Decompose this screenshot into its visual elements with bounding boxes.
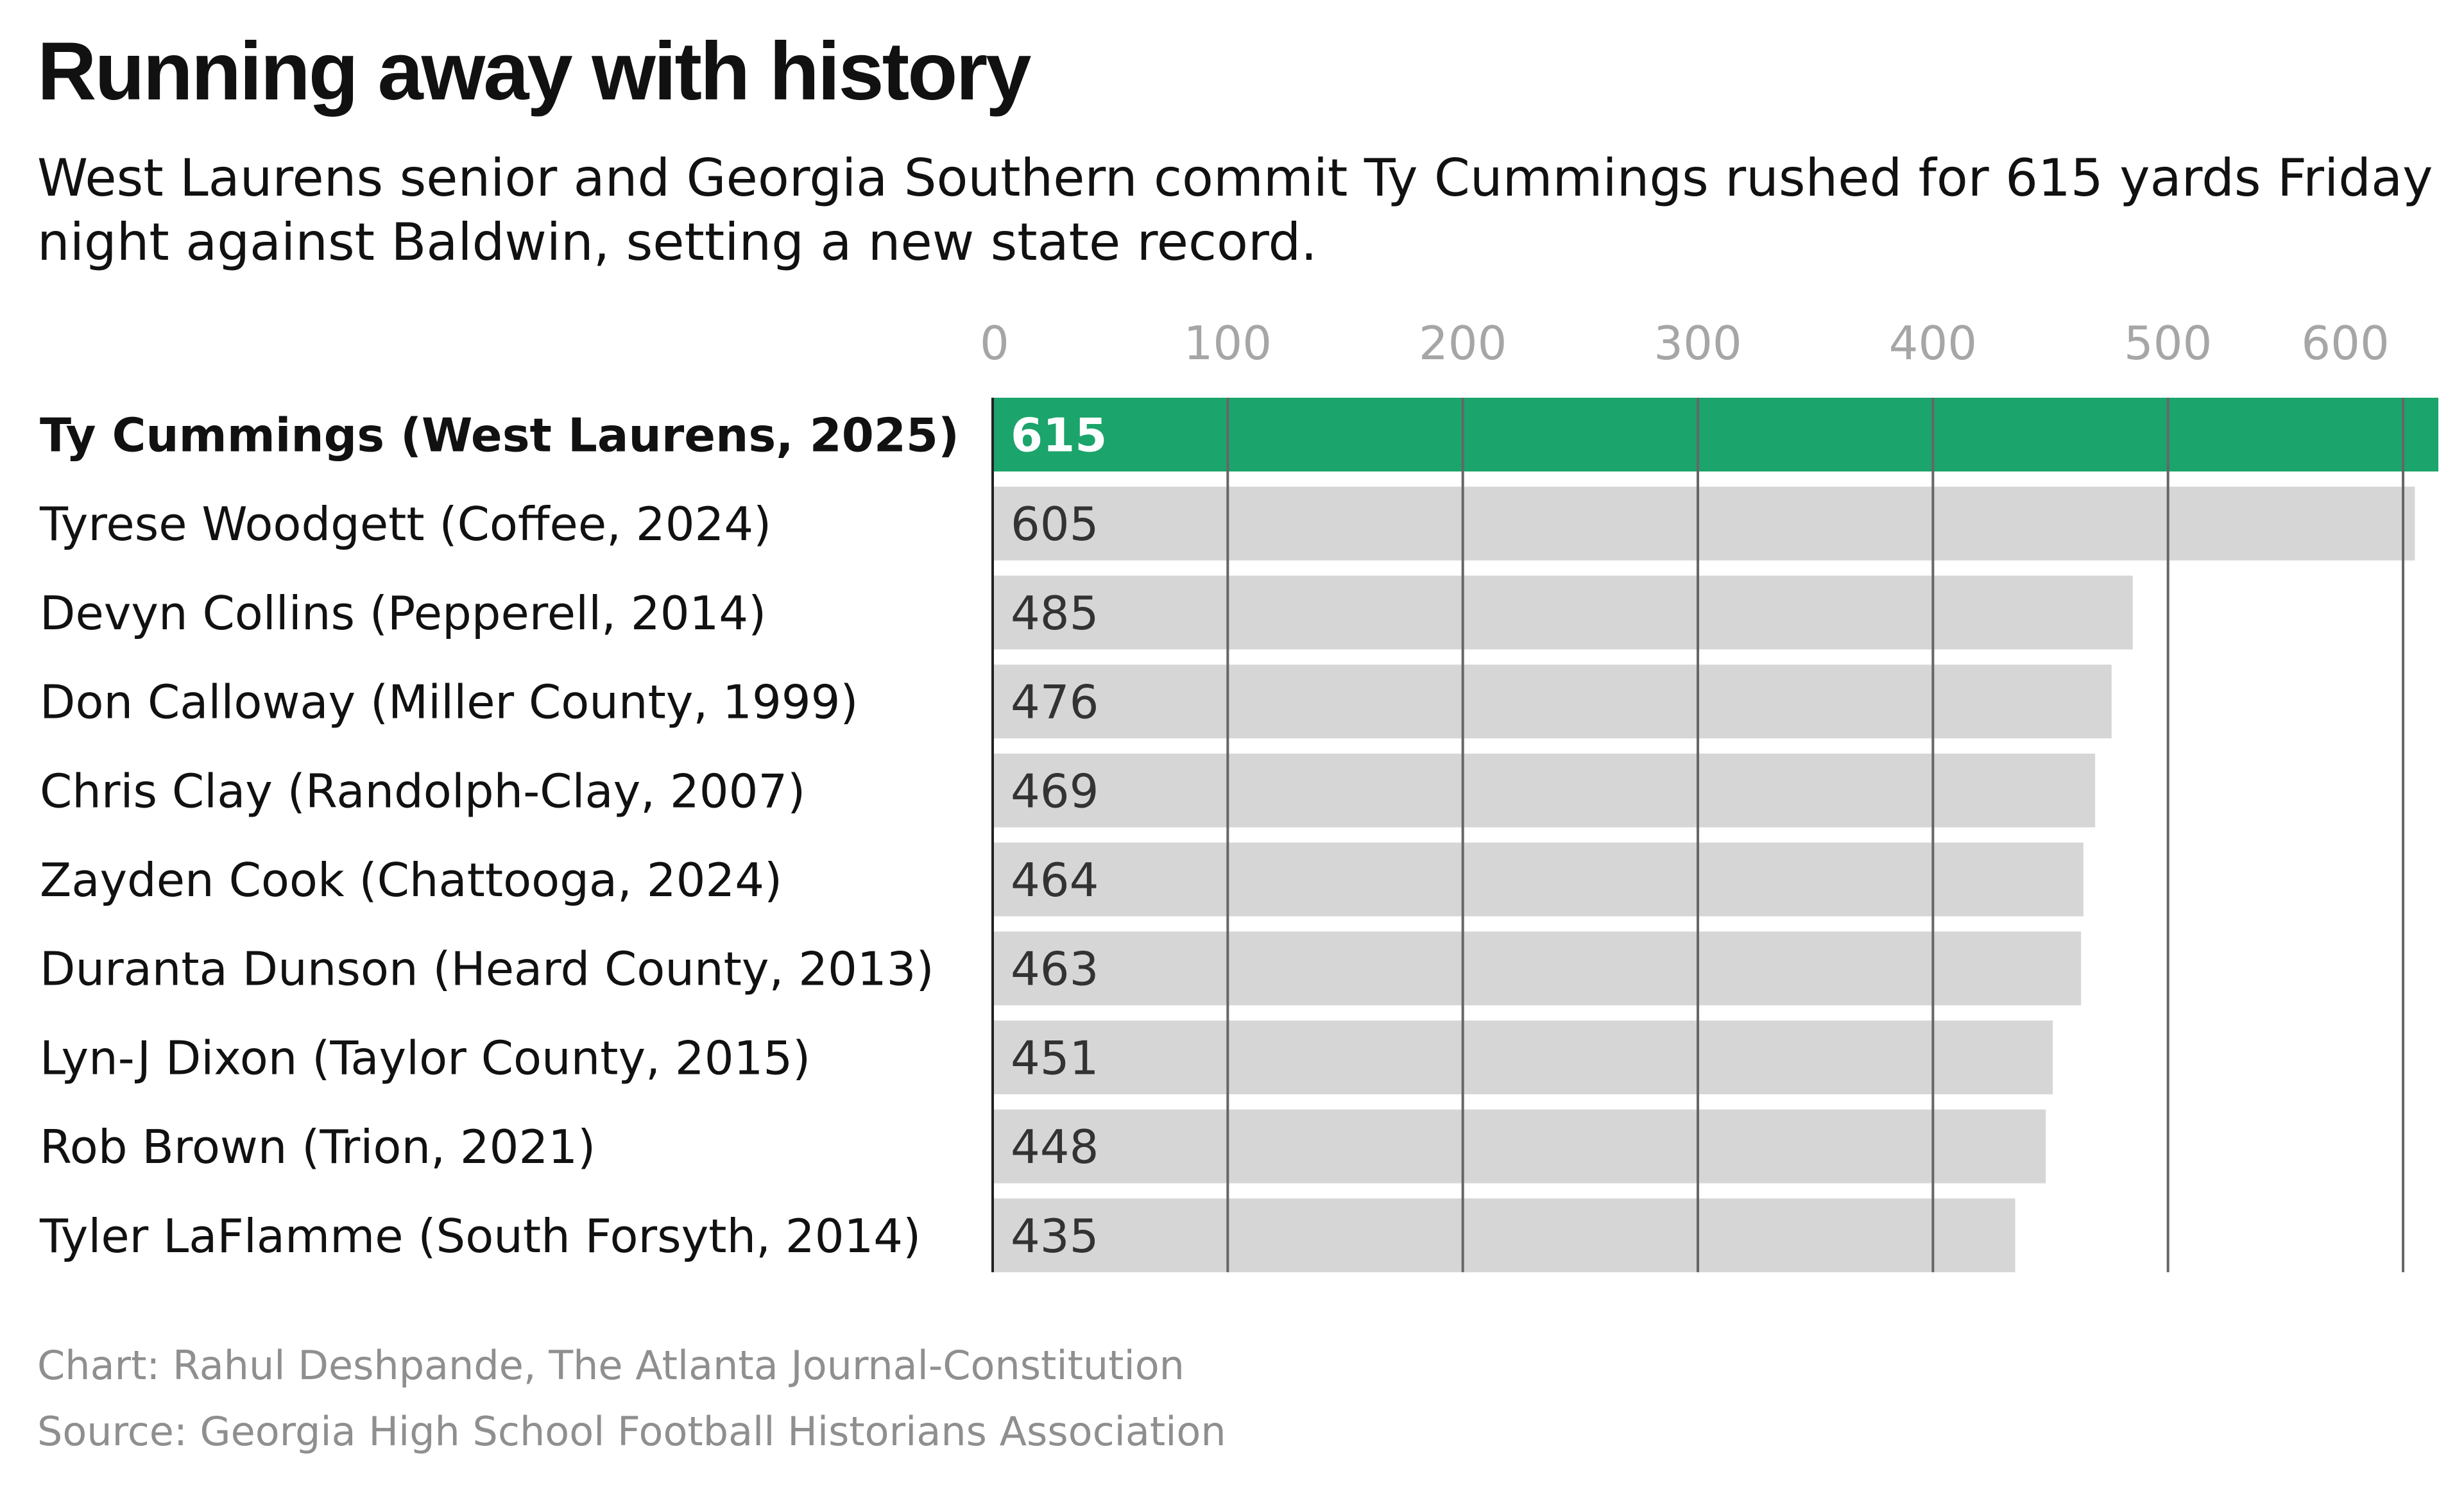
chart-title: Running away with history bbox=[37, 26, 1031, 117]
chart-subtitle: West Laurens senior and Georgia Southern… bbox=[37, 148, 2433, 272]
category-label: Lyn-J Dixon (Taylor County, 2015) bbox=[40, 1031, 810, 1085]
tick-label: 200 bbox=[1419, 316, 1507, 370]
value-label: 463 bbox=[1011, 942, 1099, 996]
bar bbox=[993, 486, 2415, 561]
tick-label: 100 bbox=[1184, 316, 1272, 370]
category-label: Zayden Cook (Chattooga, 2024) bbox=[40, 853, 782, 907]
value-label: 469 bbox=[1011, 764, 1099, 818]
category-label: Don Calloway (Miller County, 1999) bbox=[40, 675, 859, 729]
bar bbox=[993, 931, 2082, 1006]
bar bbox=[993, 1020, 2053, 1094]
bar bbox=[993, 753, 2096, 827]
chart-source: Source: Georgia High School Football His… bbox=[37, 1408, 1226, 1455]
value-label: 605 bbox=[1011, 497, 1099, 551]
category-label: Tyler LaFlamme (South Forsyth, 2014) bbox=[39, 1209, 921, 1263]
bar bbox=[993, 575, 2133, 650]
category-label: Duranta Dunson (Heard County, 2013) bbox=[40, 942, 934, 996]
value-label: 464 bbox=[1011, 853, 1099, 907]
bar bbox=[993, 842, 2083, 917]
value-label: 476 bbox=[1011, 675, 1099, 729]
bar bbox=[993, 1198, 2015, 1273]
value-label: 615 bbox=[1011, 409, 1107, 462]
tick-label: 400 bbox=[1889, 316, 1977, 370]
bar bbox=[993, 1109, 2046, 1184]
value-label: 435 bbox=[1011, 1209, 1099, 1263]
chart-credit: Chart: Rahul Deshpande, The Atlanta Jour… bbox=[37, 1342, 1185, 1389]
category-label: Ty Cummings (West Laurens, 2025) bbox=[40, 409, 959, 462]
tick-label: 0 bbox=[980, 316, 1009, 370]
category-label: Chris Clay (Randolph-Clay, 2007) bbox=[40, 764, 805, 818]
category-label: Rob Brown (Trion, 2021) bbox=[40, 1120, 595, 1174]
tick-label: 600 bbox=[2301, 316, 2389, 370]
category-label: Tyrese Woodgett (Coffee, 2024) bbox=[39, 497, 771, 551]
tick-label: 300 bbox=[1654, 316, 1741, 370]
value-label: 448 bbox=[1011, 1120, 1099, 1174]
value-label: 451 bbox=[1011, 1031, 1099, 1085]
category-label: Devyn Collins (Pepperell, 2014) bbox=[40, 586, 766, 640]
value-label: 485 bbox=[1011, 586, 1099, 640]
bar-chart: 0 100 200 300 400 500 600 Ty Cummings (West Lau… bbox=[39, 316, 2438, 1273]
tick-label: 500 bbox=[2124, 316, 2212, 370]
bar bbox=[993, 398, 2438, 471]
bar bbox=[993, 665, 2112, 739]
